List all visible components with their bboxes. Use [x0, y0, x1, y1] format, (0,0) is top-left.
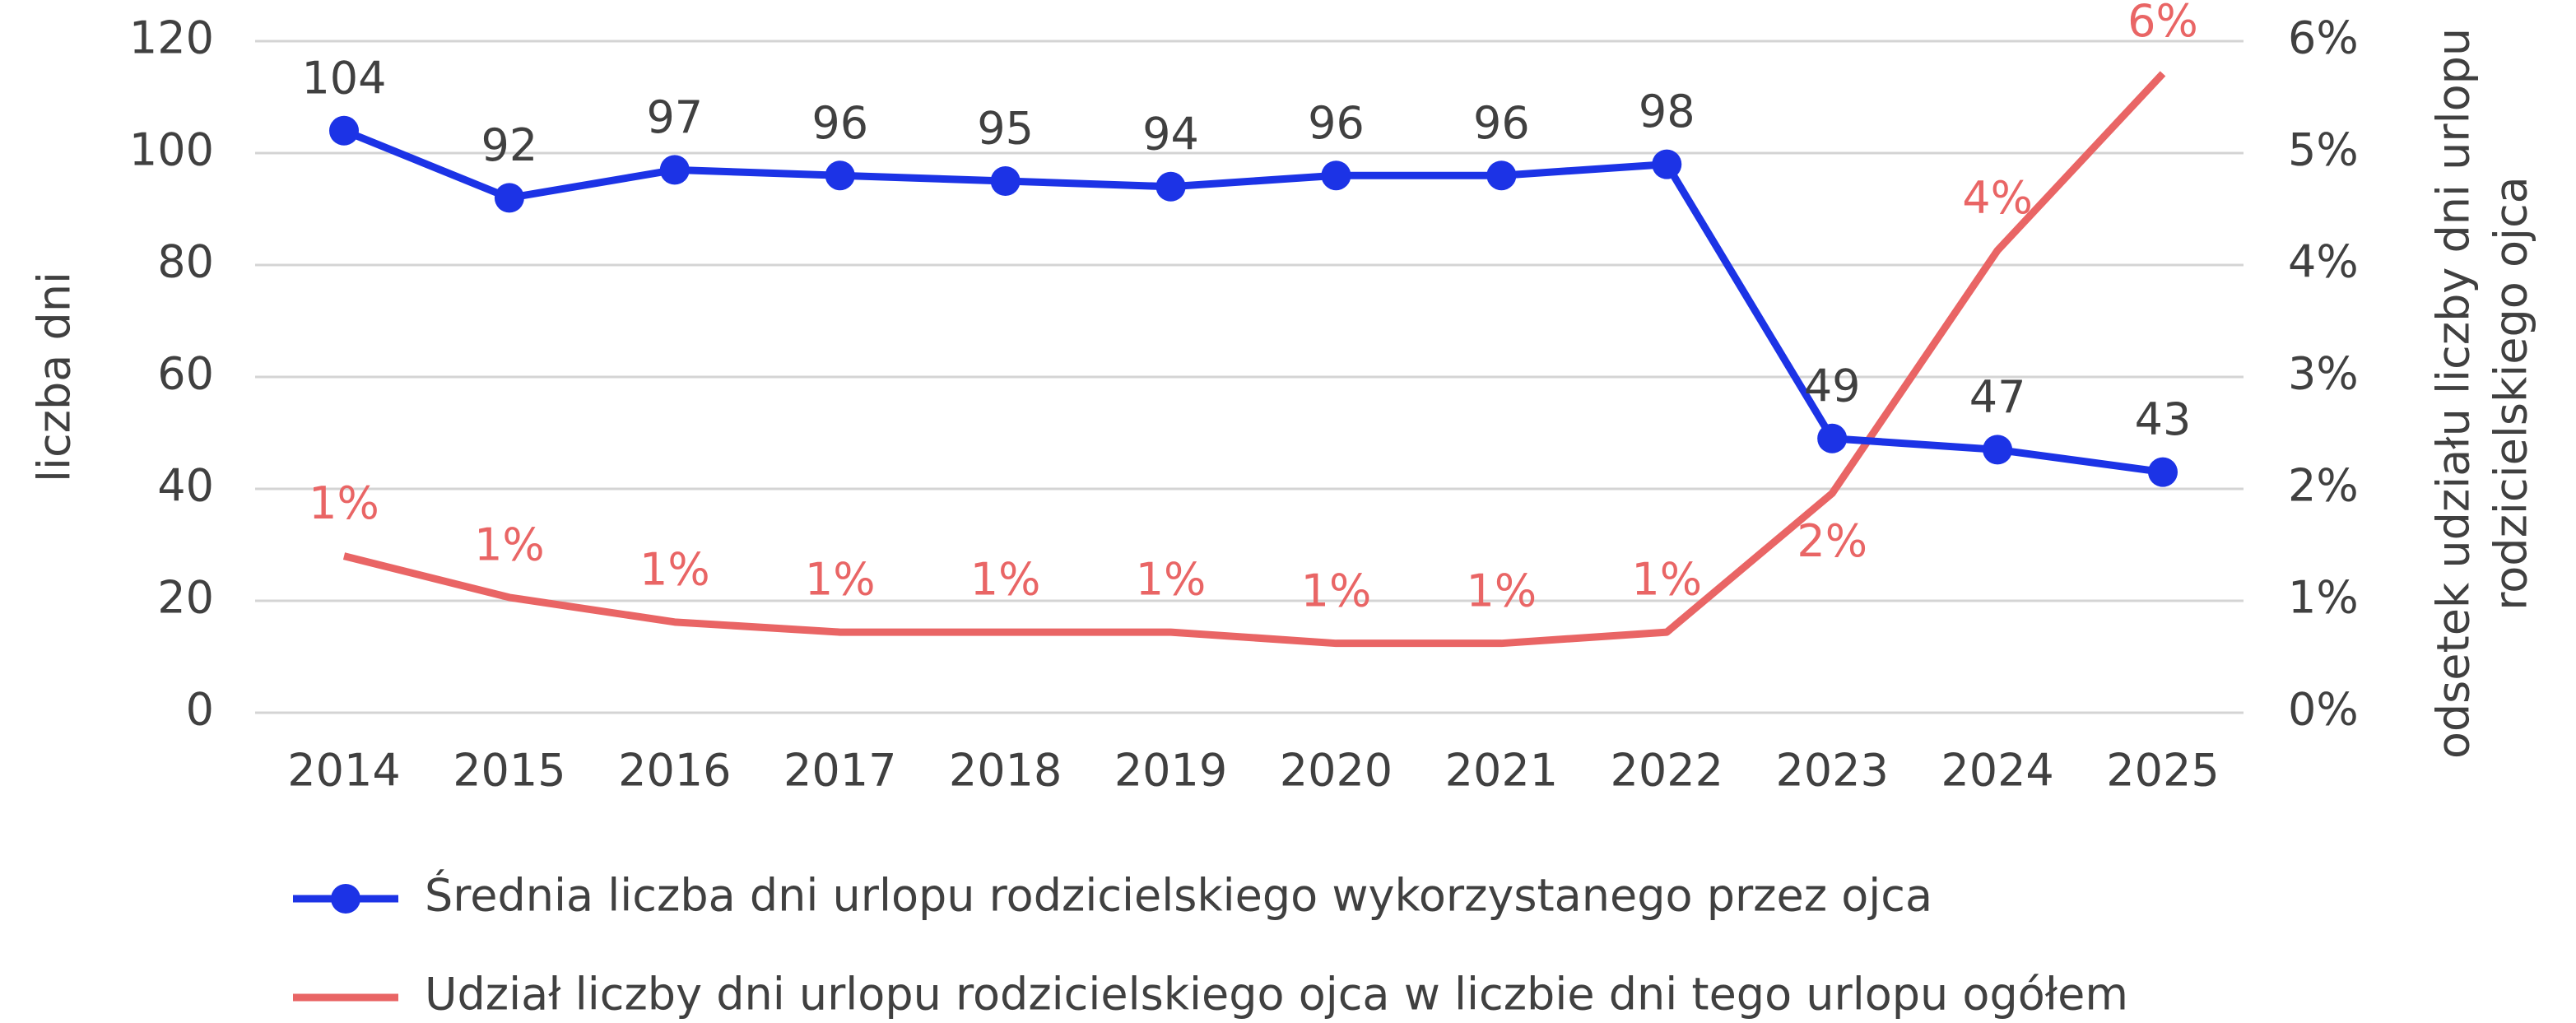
point [1652, 149, 1682, 179]
value-label: 1% [309, 477, 379, 529]
value-label: 96 [1308, 97, 1365, 149]
value-label: 1% [1136, 554, 1207, 606]
legend-label: Średnia liczba dni urlopu rodzicielskieg… [425, 870, 1932, 922]
value-label: 92 [481, 119, 538, 171]
y-tick-label: 80 [157, 236, 214, 288]
x-tick-label: 2024 [1941, 745, 2053, 797]
y-tick-label: 60 [157, 348, 214, 400]
y-axis-label: liczba dni [29, 272, 81, 482]
x-tick-label: 2017 [783, 745, 896, 797]
value-label: 94 [1142, 108, 1199, 160]
x-tick-label: 2019 [1114, 745, 1227, 797]
value-label: 43 [2135, 393, 2192, 445]
value-label: 6% [2127, 0, 2198, 47]
value-label: 1% [1467, 565, 1537, 616]
point [1486, 160, 1517, 191]
value-label: 4% [1962, 172, 2033, 224]
point [1321, 160, 1351, 191]
y2-tick-label: 4% [2288, 236, 2359, 288]
x-tick-label: 2020 [1280, 745, 1393, 797]
legend-marker [331, 884, 360, 914]
legend-label: Udział liczby dni urlopu rodzicielskiego… [425, 969, 2128, 1021]
point [494, 183, 524, 213]
value-label: 1% [1631, 554, 1702, 606]
series-line [342, 71, 2166, 648]
value-label: 96 [811, 97, 868, 149]
value-label: 1% [474, 519, 545, 571]
y2-axis-label: rodzicielskiego ojca [2485, 176, 2537, 611]
value-label: 1% [970, 554, 1041, 606]
x-tick-label: 2022 [1611, 745, 1723, 797]
y2-tick-label: 5% [2288, 124, 2359, 176]
point [329, 115, 359, 146]
y-tick-label: 100 [129, 124, 214, 176]
point [1155, 171, 1186, 202]
y2-tick-label: 6% [2288, 12, 2359, 64]
point [1817, 423, 1848, 453]
value-label: 95 [977, 103, 1034, 155]
x-tick-label: 2015 [453, 745, 565, 797]
value-label: 47 [1969, 371, 2026, 423]
value-label: 96 [1473, 97, 1530, 149]
x-tick-label: 2023 [1775, 745, 1888, 797]
value-label: 49 [1804, 360, 1861, 412]
point [1983, 435, 2013, 465]
x-tick-label: 2014 [287, 745, 400, 797]
value-label: 104 [301, 52, 386, 104]
y2-tick-label: 3% [2288, 348, 2359, 400]
value-label: 1% [639, 543, 710, 595]
x-tick-label: 2018 [949, 745, 1062, 797]
y-tick-label: 120 [129, 12, 214, 64]
point [825, 160, 855, 191]
point [990, 166, 1021, 196]
y-tick-label: 0 [186, 684, 214, 736]
y2-tick-label: 0% [2288, 684, 2359, 736]
value-label: 98 [1639, 86, 1695, 137]
y2-tick-label: 2% [2288, 460, 2359, 512]
point [2148, 457, 2178, 487]
y2-axis-label: odsetek udziału liczby dni urlopu [2428, 28, 2480, 759]
value-label: 2% [1797, 515, 1867, 567]
x-tick-label: 2021 [1445, 745, 1558, 797]
value-label: 1% [1301, 565, 1372, 616]
y-tick-label: 20 [157, 572, 214, 624]
x-tick-label: 2016 [618, 745, 731, 797]
value-label: 1% [805, 554, 876, 606]
y2-tick-label: 1% [2288, 572, 2359, 624]
y-tick-label: 40 [157, 460, 214, 512]
series-line [342, 127, 2164, 477]
value-label: 97 [646, 91, 703, 143]
x-tick-label: 2025 [2106, 745, 2219, 797]
point [659, 155, 690, 185]
